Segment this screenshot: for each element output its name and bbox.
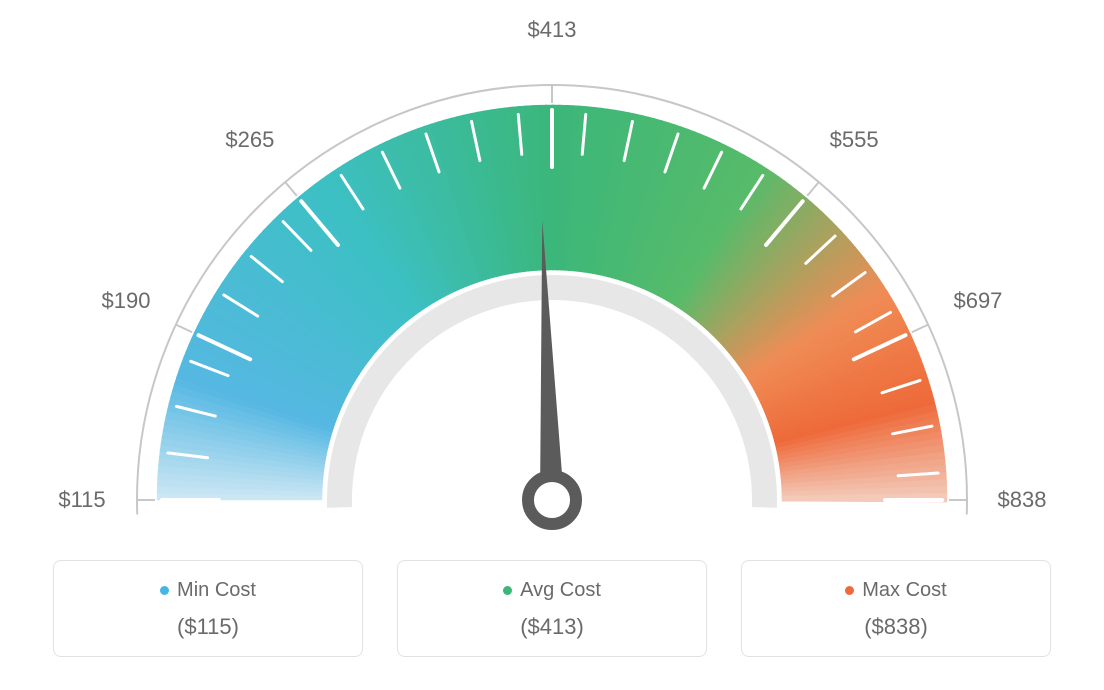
legend-label: Avg Cost bbox=[520, 579, 601, 601]
legend-title-max: Max Cost bbox=[752, 579, 1040, 602]
legend-card-max: Max Cost ($838) bbox=[741, 560, 1051, 657]
gauge-tick-label: $697 bbox=[953, 288, 1002, 314]
legend-label: Max Cost bbox=[862, 579, 946, 601]
gauge-tick-label: $265 bbox=[225, 127, 274, 153]
legend-card-avg: Avg Cost ($413) bbox=[397, 560, 707, 657]
gauge-tick-label: $555 bbox=[830, 127, 879, 153]
legend-value-min: ($115) bbox=[64, 614, 352, 640]
gauge-tick-label: $115 bbox=[58, 487, 105, 513]
legend-title-min: Min Cost bbox=[64, 579, 352, 602]
legend-row: Min Cost ($115) Avg Cost ($413) Max Cost… bbox=[0, 560, 1104, 657]
dot-icon bbox=[845, 586, 854, 595]
legend-value-max: ($838) bbox=[752, 614, 1040, 640]
dot-icon bbox=[160, 586, 169, 595]
gauge-tick-label: $190 bbox=[102, 288, 151, 314]
legend-card-min: Min Cost ($115) bbox=[53, 560, 363, 657]
gauge-svg bbox=[0, 0, 1104, 560]
gauge-chart: $115 $190 $265 $413 $555 $697 $838 bbox=[0, 0, 1104, 560]
legend-title-avg: Avg Cost bbox=[408, 579, 696, 602]
gauge-tick-label: $838 bbox=[998, 487, 1047, 513]
legend-label: Min Cost bbox=[177, 579, 256, 601]
gauge-tick-label: $413 bbox=[528, 17, 577, 43]
legend-value-avg: ($413) bbox=[408, 614, 696, 640]
dot-icon bbox=[503, 586, 512, 595]
